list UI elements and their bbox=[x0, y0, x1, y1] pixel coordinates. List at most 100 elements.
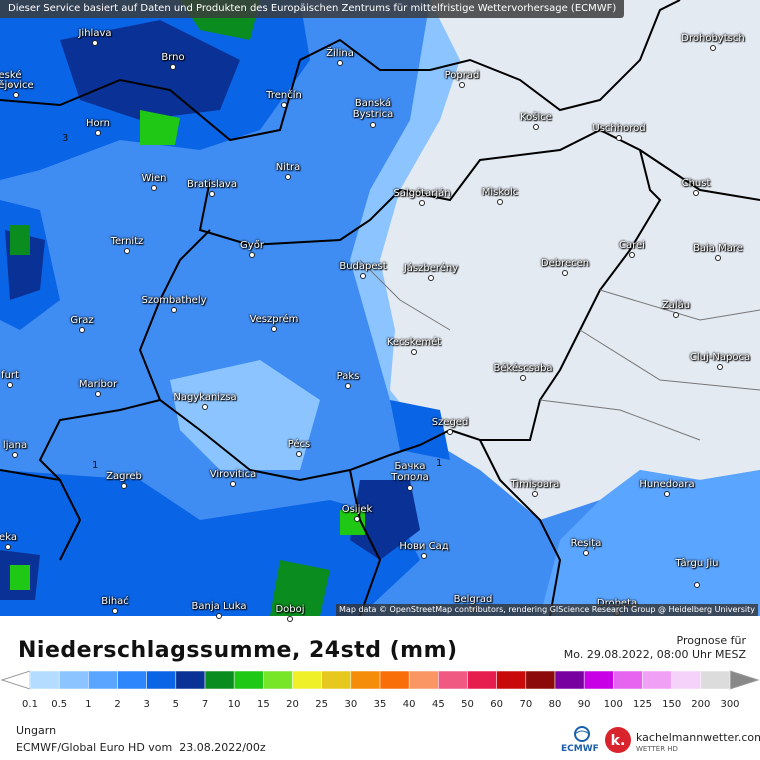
color-box bbox=[88, 670, 118, 690]
color-box bbox=[496, 670, 527, 690]
level-label: 15 bbox=[257, 699, 270, 710]
city-dot bbox=[459, 82, 465, 88]
region: Ungarn bbox=[16, 724, 57, 737]
city-dot bbox=[7, 382, 13, 388]
level-label: 7 bbox=[202, 699, 208, 710]
level-label: 30 bbox=[344, 699, 357, 710]
forecast-valid: Mo. 29.08.2022, 08:00 Uhr MESZ bbox=[563, 648, 746, 661]
city-label: Nagykanizsa bbox=[173, 392, 237, 403]
city-label: Banja Luka bbox=[191, 601, 247, 612]
city-dot bbox=[151, 185, 157, 191]
city-dot bbox=[370, 122, 376, 128]
city-dot bbox=[12, 452, 18, 458]
city-label: Banská Bystrica bbox=[352, 98, 394, 120]
city-label: Zagreb bbox=[106, 471, 142, 482]
city-label: Carei bbox=[619, 240, 645, 251]
city-label: Drobeta bbox=[597, 598, 637, 609]
city-dot bbox=[337, 60, 343, 66]
city-dot bbox=[285, 174, 291, 180]
city-label: Drohobytsch bbox=[681, 33, 745, 44]
city-label: ějovice bbox=[0, 80, 34, 91]
city-label: Cluj-Napoca bbox=[689, 352, 751, 363]
city-dot bbox=[428, 275, 434, 281]
city-label: Horn bbox=[86, 118, 110, 129]
city-dot bbox=[230, 481, 236, 487]
color-box bbox=[263, 670, 293, 690]
city-dot bbox=[92, 40, 98, 46]
level-label: 40 bbox=[403, 699, 416, 710]
city-dot bbox=[354, 516, 360, 522]
level-label: 45 bbox=[432, 699, 445, 710]
city-dot bbox=[419, 200, 425, 206]
level-label: 60 bbox=[490, 699, 503, 710]
city-dot bbox=[717, 364, 723, 370]
city-dot bbox=[520, 375, 526, 381]
city-dot bbox=[171, 307, 177, 313]
city-label: Baia Mare bbox=[693, 243, 743, 254]
city-dot bbox=[209, 191, 215, 197]
city-label: Szeged bbox=[431, 417, 469, 428]
city-dot bbox=[664, 491, 670, 497]
color-box bbox=[350, 670, 381, 690]
city-label: Maribor bbox=[78, 379, 118, 390]
city-dot bbox=[616, 135, 622, 141]
city-label: eka bbox=[0, 532, 17, 543]
city-label: Нови Сад bbox=[399, 541, 449, 552]
color-box bbox=[613, 670, 643, 690]
level-label: 20 bbox=[286, 699, 299, 710]
city-dot bbox=[673, 312, 679, 318]
level-label: 0.5 bbox=[51, 699, 67, 710]
city-label: Békéscsaba bbox=[493, 363, 553, 374]
notice: Dieser Service basiert auf Daten und Pro… bbox=[0, 0, 625, 18]
city-label: furt bbox=[1, 370, 19, 381]
color-box bbox=[117, 670, 147, 690]
level-label: 90 bbox=[578, 699, 591, 710]
city-label: Žilina bbox=[326, 48, 354, 59]
city-dot bbox=[7, 82, 13, 88]
color-box bbox=[321, 670, 352, 690]
level-label: 50 bbox=[461, 699, 474, 710]
city-label: Chust bbox=[681, 178, 711, 189]
city-dot bbox=[497, 199, 503, 205]
city-label: eské bbox=[0, 70, 22, 81]
color-box bbox=[438, 670, 468, 690]
city-dot bbox=[562, 270, 568, 276]
city-dot bbox=[407, 485, 413, 491]
level-label: 5 bbox=[173, 699, 179, 710]
city-label: Miskolc bbox=[481, 187, 519, 198]
color-box bbox=[379, 670, 410, 690]
city-dot bbox=[281, 102, 287, 108]
city-label: Osijek bbox=[341, 504, 373, 515]
color-box bbox=[525, 670, 556, 690]
city-dot bbox=[710, 45, 716, 51]
level-label: 0.1 bbox=[22, 699, 38, 710]
city-dot bbox=[216, 613, 222, 619]
city-label: Bihać bbox=[101, 596, 129, 607]
city-label: Paks bbox=[336, 371, 360, 382]
color-box bbox=[204, 670, 235, 690]
city-dot bbox=[121, 483, 127, 489]
color-box bbox=[700, 670, 731, 690]
city-dot bbox=[421, 553, 427, 559]
city-label: Zalău bbox=[661, 300, 691, 311]
color-box bbox=[467, 670, 497, 690]
color-box bbox=[233, 670, 264, 690]
city-dot bbox=[170, 64, 176, 70]
level-label: 10 bbox=[228, 699, 241, 710]
city-label: Kecskemét bbox=[386, 337, 442, 348]
city-label: Virovitica bbox=[209, 469, 257, 480]
brand: kachelmannwetter.com bbox=[636, 731, 760, 744]
contour-label: 1 bbox=[436, 458, 443, 469]
city-dot bbox=[5, 544, 11, 550]
legend-title: Niederschlagssumme, 24std (mm) bbox=[18, 638, 458, 663]
city-label: Târgu Jiu bbox=[675, 558, 719, 569]
level-label: 200 bbox=[691, 699, 710, 710]
ecmwf-text: ECMWF bbox=[561, 744, 599, 754]
city-label: ljana bbox=[2, 440, 28, 451]
city-dot bbox=[629, 252, 635, 258]
city-label: Doboj bbox=[275, 604, 305, 615]
city-dot bbox=[411, 349, 417, 355]
precip-map bbox=[0, 0, 760, 616]
city-dot bbox=[360, 273, 366, 279]
city-dot bbox=[583, 550, 589, 556]
